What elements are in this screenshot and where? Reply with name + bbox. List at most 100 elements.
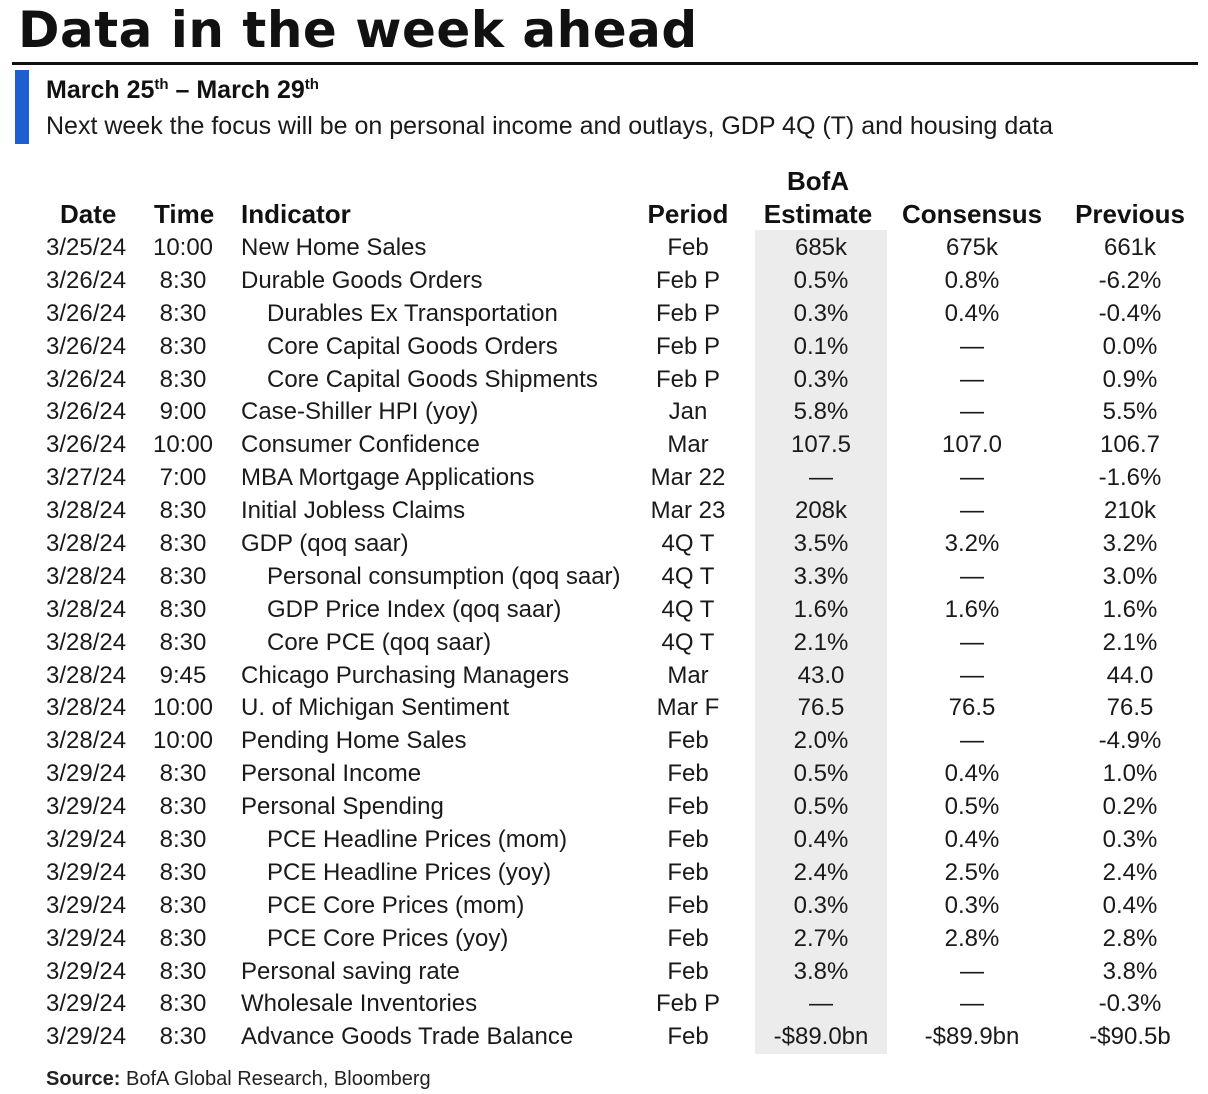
cell-date: 3/28/24 <box>46 595 127 623</box>
table-row: 3/28/24 9:45 Chicago Purchasing Managers Ma… <box>0 660 1208 693</box>
cell-previous: 0.3% <box>1102 826 1158 854</box>
cell-bofa-estimate: 0.3% <box>793 365 849 393</box>
cell-indicator: PCE Headline Prices (mom) <box>267 826 568 854</box>
cell-previous: 3.0% <box>1102 562 1158 590</box>
cell-consensus: — <box>960 628 984 656</box>
cell-previous: -4.9% <box>1098 727 1162 755</box>
cell-bofa-estimate: 1.6% <box>793 595 849 623</box>
cell-bofa-estimate: 2.1% <box>793 628 849 656</box>
table-row: 3/29/24 8:30 Wholesale Inventories Feb P — — -… <box>0 988 1208 1021</box>
cell-indicator: U. of Michigan Sentiment <box>241 694 510 722</box>
date-range-end: March 29 <box>196 76 305 104</box>
cell-bofa-estimate: 0.5% <box>793 793 849 821</box>
date-range-start-suffix: th <box>154 76 169 93</box>
cell-consensus: — <box>960 957 984 985</box>
cell-date: 3/26/24 <box>46 431 127 459</box>
cell-period: Mar <box>667 431 709 459</box>
table-row: 3/29/24 8:30 PCE Headline Prices (yoy) Feb 2… <box>0 857 1208 890</box>
table-row: 3/29/24 8:30 Personal saving rate Feb 3.8% — 3… <box>0 956 1208 989</box>
cell-bofa-estimate: 2.7% <box>793 924 849 952</box>
cell-time: 8:30 <box>159 891 207 919</box>
cell-bofa-estimate: 3.3% <box>793 562 849 590</box>
cell-indicator: Core Capital Goods Orders <box>267 332 558 360</box>
cell-indicator: Durables Ex Transportation <box>267 299 558 327</box>
cell-consensus: — <box>960 562 984 590</box>
cell-consensus: — <box>960 464 984 492</box>
cell-indicator: Personal Spending <box>241 793 444 821</box>
cell-time: 10:00 <box>152 431 214 459</box>
cell-time: 8:30 <box>159 957 207 985</box>
source-note: Source: BofA Global Research, Bloomberg <box>46 1064 431 1094</box>
cell-date: 3/29/24 <box>46 957 127 985</box>
cell-consensus: — <box>960 661 984 689</box>
cell-period: Mar 23 <box>650 497 726 525</box>
cell-date: 3/25/24 <box>46 234 127 261</box>
cell-bofa-estimate: 0.5% <box>793 760 849 788</box>
table-row: 3/28/24 8:30 Initial Jobless Claims Mar 23 2… <box>0 495 1208 528</box>
cell-date: 3/28/24 <box>46 628 127 656</box>
header-period: Period <box>647 199 729 229</box>
cell-time: 8:30 <box>159 1023 207 1051</box>
table-row: 3/28/24 8:30 Core PCE (qoq saar) 4Q T 2.1% — 2… <box>0 627 1208 660</box>
cell-indicator: GDP Price Index (qoq saar) <box>267 595 562 623</box>
cell-previous: 1.6% <box>1102 595 1158 623</box>
cell-consensus: — <box>960 497 984 525</box>
cell-time: 8:30 <box>159 530 207 558</box>
cell-bofa-estimate: — <box>809 990 833 1018</box>
cell-previous: 2.1% <box>1102 628 1158 656</box>
cell-date: 3/29/24 <box>46 826 127 854</box>
cell-time: 8:30 <box>159 497 207 525</box>
source-label: Source: <box>46 1068 121 1090</box>
cell-bofa-estimate: 0.5% <box>793 266 849 294</box>
cell-bofa-estimate: 2.4% <box>793 858 849 886</box>
source-text: BofA Global Research, Bloomberg <box>120 1068 431 1090</box>
cell-indicator: Core PCE (qoq saar) <box>267 628 492 656</box>
cell-period: Feb <box>667 858 709 886</box>
cell-consensus: — <box>960 398 984 426</box>
cell-time: 10:00 <box>152 694 214 722</box>
cell-time: 8:30 <box>159 562 207 590</box>
cell-consensus: 76.5 <box>948 694 996 722</box>
cell-bofa-estimate: 5.8% <box>793 398 849 426</box>
table-row: 3/28/24 10:00 Pending Home Sales Feb 2.0% — -4… <box>0 725 1208 758</box>
table-body: 3/25/24 10:00 New Home Sales Feb 685k 675k 661… <box>0 232 1208 1054</box>
cell-bofa-estimate: 43.0 <box>797 661 845 689</box>
cell-previous: 0.4% <box>1102 891 1158 919</box>
cell-date: 3/28/24 <box>46 694 127 722</box>
header-date: Date <box>60 199 117 229</box>
cell-indicator: MBA Mortgage Applications <box>241 464 535 492</box>
cell-indicator: Pending Home Sales <box>241 727 467 755</box>
cell-consensus: 0.4% <box>944 299 1000 327</box>
cell-period: Feb <box>667 793 709 821</box>
table-row: 3/29/24 8:30 PCE Core Prices (yoy) Feb 2.7% 2… <box>0 923 1208 956</box>
cell-time: 9:00 <box>159 398 207 426</box>
cell-date: 3/28/24 <box>46 661 127 689</box>
cell-period: Mar F <box>656 694 720 722</box>
date-range-start: March 25 <box>46 76 155 104</box>
cell-bofa-estimate: 3.8% <box>793 957 849 985</box>
table-row: 3/26/24 10:00 Consumer Confidence Mar 107.5 1… <box>0 429 1208 462</box>
cell-period: Feb P <box>655 266 721 294</box>
cell-indicator: Initial Jobless Claims <box>241 497 466 525</box>
table-row: 3/26/24 8:30 Core Capital Goods Shipments F… <box>0 364 1208 397</box>
cell-indicator: Durable Goods Orders <box>241 266 483 294</box>
cell-consensus: 675k <box>945 234 999 261</box>
cell-date: 3/26/24 <box>46 266 127 294</box>
header-indicator: Indicator <box>241 199 351 229</box>
cell-time: 8:30 <box>159 595 207 623</box>
cell-period: Feb <box>667 924 709 952</box>
header-time: Time <box>154 199 215 229</box>
cell-period: Feb <box>667 234 709 261</box>
cell-date: 3/27/24 <box>46 464 127 492</box>
cell-date: 3/29/24 <box>46 793 127 821</box>
cell-previous: 0.2% <box>1102 793 1158 821</box>
cell-bofa-estimate: 76.5 <box>797 694 845 722</box>
cell-previous: 0.9% <box>1102 365 1158 393</box>
cell-previous: 2.4% <box>1102 858 1158 886</box>
cell-period: Feb P <box>655 299 721 327</box>
table-row: 3/26/24 9:00 Case-Shiller HPI (yoy) Jan 5.8%… <box>0 396 1208 429</box>
cell-previous: -$90.5b <box>1089 1023 1171 1051</box>
cell-bofa-estimate: 0.3% <box>793 299 849 327</box>
cell-period: Jan <box>668 398 708 426</box>
cell-time: 8:30 <box>159 266 207 294</box>
